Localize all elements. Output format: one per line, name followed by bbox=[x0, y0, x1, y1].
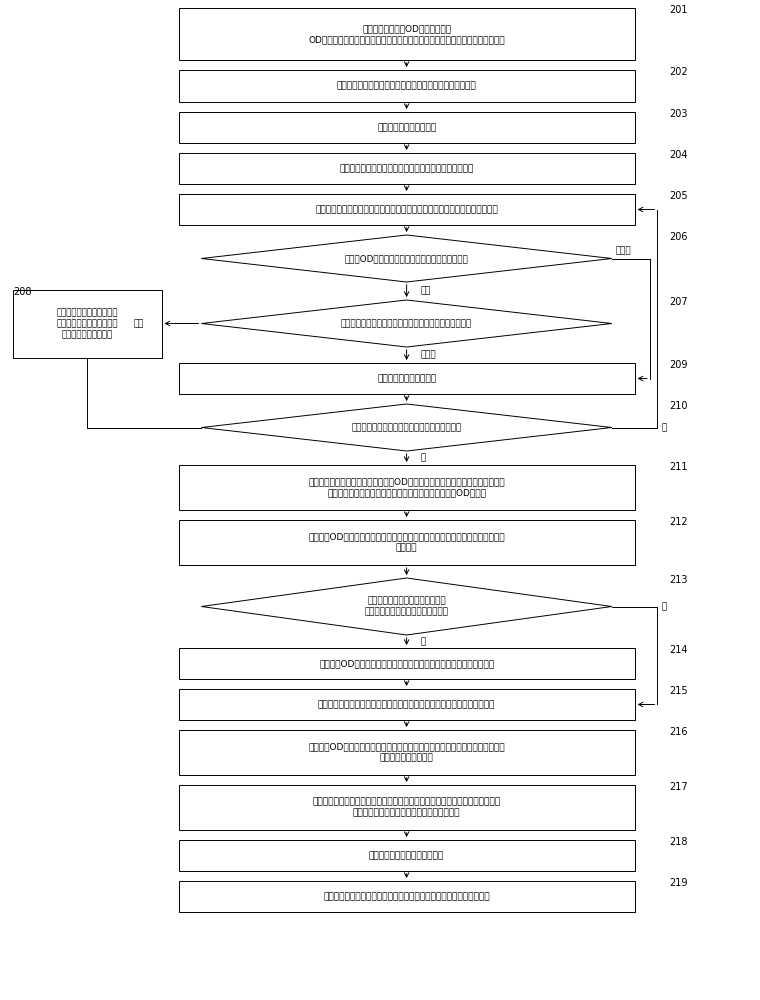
Bar bbox=[179, 840, 635, 871]
Text: 211: 211 bbox=[669, 462, 687, 472]
Text: 216: 216 bbox=[669, 727, 687, 737]
Text: 201: 201 bbox=[669, 5, 687, 15]
Bar bbox=[179, 70, 635, 102]
Text: 判断当前目标配送点对应的固定配送车辆在当前是否可用: 判断当前目标配送点对应的固定配送车辆在当前是否可用 bbox=[341, 319, 472, 328]
Text: 为每一个配送点设置对应的固定配送路线以及固定配送车辆: 为每一个配送点设置对应的固定配送路线以及固定配送车辆 bbox=[337, 82, 477, 91]
Text: 208: 208 bbox=[14, 287, 32, 297]
Text: 包括: 包括 bbox=[420, 286, 431, 295]
Text: 210: 210 bbox=[669, 401, 687, 411]
Text: 依次在所述至少一个目标配送点中，选择一个目标配送点作为当前目标配送点: 依次在所述至少一个目标配送点中，选择一个目标配送点作为当前目标配送点 bbox=[315, 205, 498, 214]
Bar bbox=[179, 194, 635, 225]
Text: 218: 218 bbox=[669, 837, 687, 847]
Polygon shape bbox=[201, 578, 612, 635]
Text: 203: 203 bbox=[669, 109, 687, 119]
Polygon shape bbox=[201, 300, 612, 347]
Text: 214: 214 bbox=[669, 645, 687, 655]
Bar bbox=[179, 363, 635, 394]
Text: 将配送分值最高的配送车辆，确定为所生成的配送路线对应的配送车辆: 将配送分值最高的配送车辆，确定为所生成的配送路线对应的配送车辆 bbox=[323, 892, 490, 901]
Text: 207: 207 bbox=[669, 297, 688, 307]
Text: 212: 212 bbox=[669, 517, 688, 527]
Text: 根据前的OD矩阵及送货顺序，利用地理信息系统生成所标记的各个所述目标配送
点对应的一条配送路线: 根据前的OD矩阵及送货顺序，利用地理信息系统生成所标记的各个所述目标配送 点对应… bbox=[309, 742, 505, 763]
Text: 202: 202 bbox=[669, 67, 688, 77]
Text: 217: 217 bbox=[669, 782, 688, 792]
Text: 判断所标记的各个所述目标配送点
中是否存在未被选择过的目标配送点: 判断所标记的各个所述目标配送点 中是否存在未被选择过的目标配送点 bbox=[365, 596, 448, 617]
Text: 否: 否 bbox=[661, 602, 667, 611]
Text: 判断当前目标配送点是否为最后一个目标配送点: 判断当前目标配送点是否为最后一个目标配送点 bbox=[351, 423, 462, 432]
Bar bbox=[14, 290, 162, 358]
Bar bbox=[179, 881, 635, 912]
Text: 否: 否 bbox=[661, 423, 667, 432]
Polygon shape bbox=[201, 235, 612, 282]
Bar bbox=[179, 112, 635, 143]
Text: 设置送货点对应的OD矩阵；其中，
OD矩阵中包括每两个坐标点之间的距离，坐标点包括送货点以及至少一个配送点: 设置送货点对应的OD矩阵；其中， OD矩阵中包括每两个坐标点之间的距离，坐标点包… bbox=[309, 24, 505, 44]
Bar bbox=[179, 8, 635, 60]
Bar bbox=[179, 520, 635, 565]
Text: 计算每一辆配送车辆的配送分值: 计算每一辆配送车辆的配送分值 bbox=[369, 851, 445, 860]
Bar bbox=[179, 153, 635, 184]
Text: 219: 219 bbox=[669, 878, 687, 888]
Text: 获取送货点对应的至少一个配送车辆的信息，其中，配送车辆的信息包括剩余载
荷量、总送货里程、驾驶人员的送货评价分值: 获取送货点对应的至少一个配送车辆的信息，其中，配送车辆的信息包括剩余载 荷量、总… bbox=[312, 797, 501, 818]
Text: 标记所述当前目标配送点: 标记所述当前目标配送点 bbox=[377, 374, 436, 383]
Text: 215: 215 bbox=[669, 686, 688, 696]
Polygon shape bbox=[201, 404, 612, 451]
Text: 利用当前OD矩阵，选择与上一次所选择的目标配送点最近的目标配送点: 利用当前OD矩阵，选择与上一次所选择的目标配送点最近的目标配送点 bbox=[319, 659, 494, 668]
Bar bbox=[179, 648, 635, 679]
Text: 利用当前OD矩阵，在所标记的各个所述目标配送点中选择与送货点距离最近的目
标配送点: 利用当前OD矩阵，在所标记的各个所述目标配送点中选择与送货点距离最近的目 标配送… bbox=[309, 532, 505, 553]
Text: 将当前目标配送点对应的固
定配送路线确定为当前目标
配送点对应的配送路线: 将当前目标配送点对应的固 定配送路线确定为当前目标 配送点对应的配送路线 bbox=[57, 308, 118, 340]
Bar bbox=[179, 465, 635, 510]
Text: 213: 213 bbox=[669, 575, 687, 585]
Text: 可用: 可用 bbox=[134, 319, 144, 328]
Text: 209: 209 bbox=[669, 360, 687, 370]
Text: 206: 206 bbox=[669, 232, 687, 242]
Text: 判断在OD矩阵的坐标点中是否包括当前目标配送点: 判断在OD矩阵的坐标点中是否包括当前目标配送点 bbox=[345, 254, 468, 263]
Text: 接收至少一个待配送订单: 接收至少一个待配送订单 bbox=[377, 123, 436, 132]
Text: 计算所标记的各个目标配送点与所述OD矩阵中每一个坐标点之间的两两距离，将
所标记的各个目标配送点及计算出的两两距离加入所述OD矩阵中: 计算所标记的各个目标配送点与所述OD矩阵中每一个坐标点之间的两两距离，将 所标记… bbox=[309, 477, 505, 498]
Text: 不可用: 不可用 bbox=[420, 351, 436, 360]
Text: 不包括: 不包括 bbox=[616, 246, 632, 255]
Text: 是: 是 bbox=[420, 637, 426, 646]
Text: 是: 是 bbox=[420, 454, 426, 462]
Text: 将各个目标配送点的选择顺序，确定为所标记的各个目标配送点的送货顺序: 将各个目标配送点的选择顺序，确定为所标记的各个目标配送点的送货顺序 bbox=[318, 700, 496, 709]
Text: 205: 205 bbox=[669, 191, 688, 201]
Bar bbox=[179, 785, 635, 830]
Bar bbox=[179, 730, 635, 775]
Bar bbox=[179, 689, 635, 720]
Text: 204: 204 bbox=[669, 150, 687, 160]
Text: 根据接收的至少一个待配送订单确定至少一个目标配送点: 根据接收的至少一个待配送订单确定至少一个目标配送点 bbox=[340, 164, 473, 173]
